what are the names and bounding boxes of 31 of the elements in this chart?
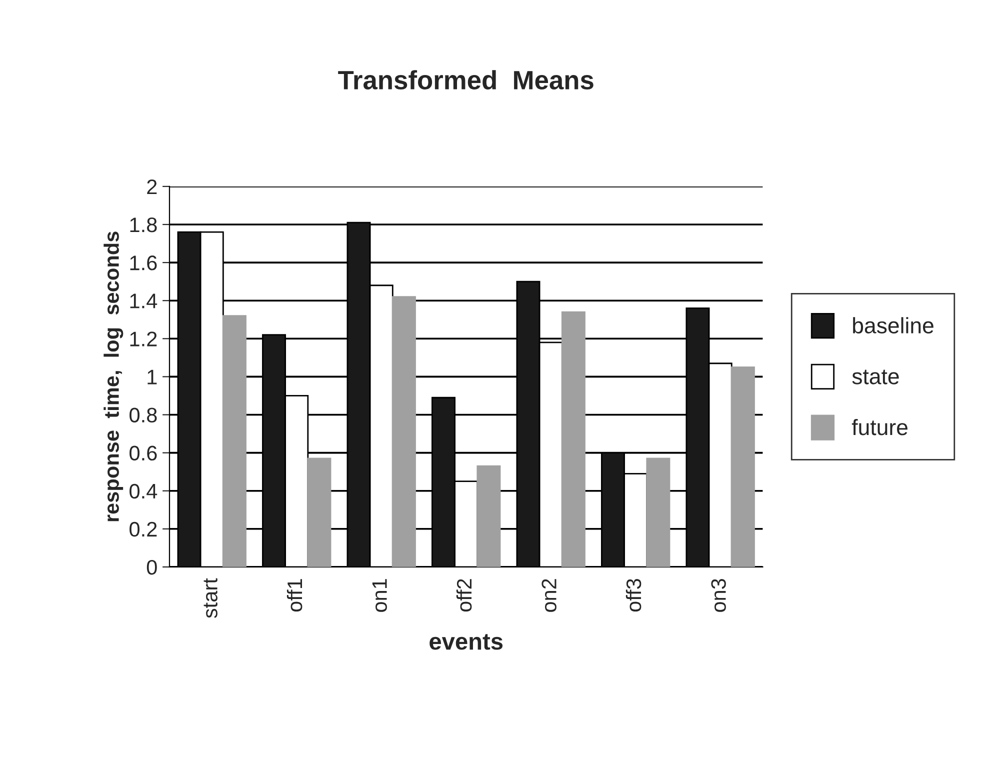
bar <box>646 458 670 567</box>
y-tick-label: 0.2 <box>130 522 157 537</box>
chart-title: Transformed Means <box>338 70 594 90</box>
y-tick-label: 1.4 <box>130 294 158 308</box>
y-tick-label: 1.8 <box>130 217 157 232</box>
bar <box>561 311 586 567</box>
bar <box>307 458 332 567</box>
y-tick-label: 0.6 <box>130 446 157 461</box>
y-tick-label: 1.6 <box>130 256 157 270</box>
y-axis-title: response time, log seconds <box>104 232 124 522</box>
legend-label: state <box>852 370 899 384</box>
y-tick-label: 1 <box>148 370 157 384</box>
bar <box>476 465 501 567</box>
legend-label: future <box>852 418 908 436</box>
y-tick-label: 0.4 <box>130 484 158 499</box>
y-tick-label: 0 <box>146 560 157 575</box>
y-tick-label: 0.8 <box>130 408 157 422</box>
bar <box>222 315 246 567</box>
x-tick-label: start <box>204 578 218 618</box>
x-tick-label: on3 <box>711 578 726 612</box>
legend-label: baseline <box>853 317 934 334</box>
bar <box>730 366 755 567</box>
y-tick-label: 2 <box>147 179 157 194</box>
x-tick-label: on1 <box>372 579 387 612</box>
x-axis-title: events <box>430 634 503 650</box>
x-tick-label: off3 <box>626 578 642 612</box>
x-tick-label: off2 <box>456 579 472 612</box>
x-tick-label: off1 <box>286 579 302 612</box>
y-tick-label: 1.2 <box>130 332 157 346</box>
x-tick-label: on2 <box>542 579 556 612</box>
bar <box>392 296 416 567</box>
